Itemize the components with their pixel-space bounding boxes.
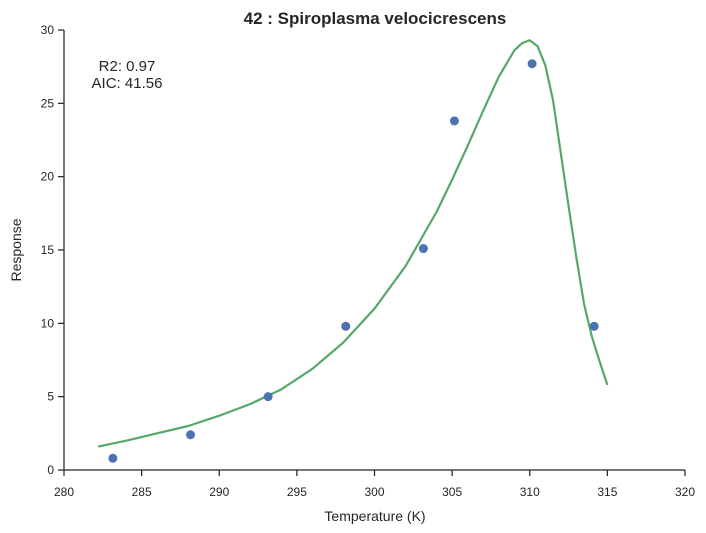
data-point [589, 321, 599, 331]
fit-curve-layer [97, 39, 609, 448]
data-point [418, 244, 428, 254]
data-point [341, 321, 351, 331]
y-tick-label: 0 [47, 463, 54, 477]
data-point [108, 453, 118, 463]
y-tick-label: 15 [41, 243, 55, 257]
data-point [449, 116, 459, 126]
x-axis-label: Temperature (K) [324, 508, 425, 524]
y-tick-label: 25 [41, 96, 55, 110]
y-axis-label: Response [8, 218, 24, 281]
x-axis-ticks: 280 285 290 295 300 305 310 315 320 [54, 470, 695, 499]
aic-annotation: AIC: 41.56 [92, 75, 163, 92]
x-tick-label: 285 [132, 485, 152, 499]
y-tick-label: 30 [41, 23, 55, 37]
y-tick-label: 20 [41, 170, 55, 184]
y-tick-label: 10 [41, 316, 55, 330]
y-axis-ticks: 0 5 10 15 20 25 30 [41, 23, 64, 477]
x-tick-label: 305 [442, 485, 462, 499]
r2-annotation: R2: 0.97 [99, 58, 156, 75]
annotation-box: R2: 0.97 AIC: 41.56 [92, 58, 163, 92]
x-tick-label: 310 [520, 485, 540, 499]
x-tick-label: 320 [675, 485, 695, 499]
x-tick-label: 300 [364, 485, 384, 499]
chart-title: 42 : Spiroplasma velocicrescens [244, 9, 507, 28]
data-points-layer [108, 59, 599, 463]
fit-curve [97, 39, 609, 448]
data-point [527, 59, 537, 69]
x-tick-label: 290 [209, 485, 229, 499]
y-tick-label: 5 [47, 390, 54, 404]
x-tick-label: 315 [597, 485, 617, 499]
x-tick-label: 295 [287, 485, 307, 499]
x-tick-label: 280 [54, 485, 74, 499]
data-point [186, 430, 196, 440]
data-point [263, 392, 273, 402]
